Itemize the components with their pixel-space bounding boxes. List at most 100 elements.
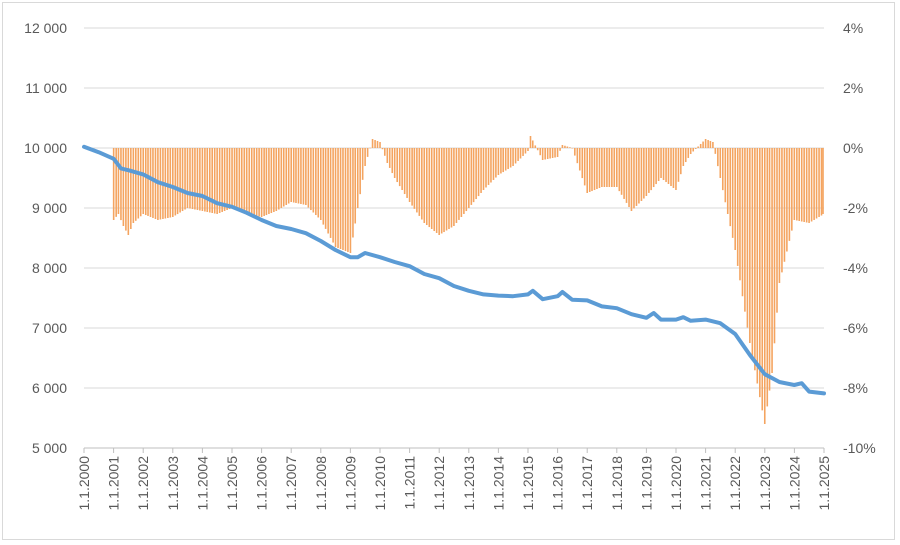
change-bar <box>578 148 581 171</box>
change-bar <box>771 148 773 373</box>
change-bar <box>332 148 334 243</box>
change-bar <box>295 148 297 203</box>
change-bar <box>480 148 482 193</box>
change-bar <box>440 148 443 234</box>
change-bar <box>490 148 492 183</box>
change-bar <box>144 148 147 216</box>
change-bar <box>430 148 433 229</box>
change-bar <box>596 148 598 190</box>
change-bar <box>687 148 690 158</box>
change-bar <box>739 148 741 281</box>
change-bar <box>324 148 327 229</box>
change-bar <box>652 148 655 188</box>
change-bar <box>662 148 665 181</box>
right-axis-tick-label: 2% <box>843 80 863 96</box>
change-bar <box>786 148 788 252</box>
x-axis-tick-label: 1.1.2023 <box>757 456 773 511</box>
change-bar <box>746 148 749 328</box>
change-bar <box>719 148 722 178</box>
change-bar <box>608 148 611 187</box>
change-bar <box>684 148 687 163</box>
change-bar <box>773 148 776 344</box>
change-bar <box>396 148 398 183</box>
change-bar <box>250 148 253 216</box>
change-bar <box>383 148 386 156</box>
change-bar <box>238 148 241 211</box>
change-bar <box>482 148 485 190</box>
change-bar <box>726 148 729 214</box>
x-axis-tick-label: 1.1.2008 <box>313 456 329 511</box>
bar-series <box>112 136 824 424</box>
axes: 5 000 6 000 7 000 8 000 9 000 10 000 11 000 12 … <box>24 20 876 511</box>
change-bar <box>428 148 431 228</box>
change-bar <box>211 148 213 213</box>
change-bar <box>675 148 677 190</box>
change-bar <box>648 148 650 193</box>
change-bar <box>500 148 502 174</box>
change-bar <box>445 148 448 231</box>
change-bar <box>677 148 680 182</box>
change-bar <box>388 148 391 168</box>
change-bar <box>477 148 480 197</box>
change-bar <box>268 148 270 215</box>
change-bar <box>213 148 216 214</box>
change-bar <box>744 148 746 312</box>
change-bar <box>613 148 616 187</box>
change-bar <box>255 148 258 217</box>
change-bar <box>509 148 512 168</box>
change-bar <box>504 148 507 171</box>
change-bar <box>463 148 465 214</box>
change-bar <box>485 148 487 188</box>
change-bar <box>820 148 823 216</box>
change-bar <box>364 148 366 166</box>
change-bar <box>310 148 312 211</box>
change-bar <box>800 148 803 222</box>
change-bar <box>134 148 137 221</box>
change-bar <box>640 148 643 201</box>
change-bar <box>741 148 744 297</box>
change-bar <box>322 148 325 225</box>
change-bar <box>398 148 401 187</box>
change-bar <box>778 148 781 283</box>
change-bar <box>117 148 120 214</box>
change-bar <box>260 148 263 217</box>
change-bar <box>672 148 675 188</box>
change-bar <box>507 148 509 170</box>
change-bar <box>245 148 248 214</box>
change-bar <box>191 148 194 210</box>
change-bar <box>699 143 702 148</box>
change-bar <box>660 148 662 178</box>
change-bar <box>204 148 206 212</box>
change-bar <box>665 148 667 183</box>
change-bar <box>280 148 283 208</box>
line-series <box>82 144 826 396</box>
change-bar <box>167 148 169 218</box>
right-axis-tick-label: -6% <box>843 320 868 336</box>
chart-frame <box>2 2 895 540</box>
right-axis-tick-label: 4% <box>843 20 863 36</box>
change-bar <box>189 148 191 209</box>
x-axis-tick-label: 1.1.2019 <box>638 456 654 511</box>
change-bar <box>712 142 714 148</box>
change-bar <box>492 148 495 180</box>
change-bar <box>317 148 320 218</box>
change-bar <box>729 148 732 227</box>
x-axis-tick-label: 1.1.2004 <box>194 456 210 511</box>
change-bar <box>635 148 638 206</box>
x-axis-tick-label: 1.1.2018 <box>609 456 625 511</box>
change-bar <box>502 148 504 173</box>
change-bar <box>223 148 226 211</box>
right-axis-tick-label: -4% <box>843 260 868 276</box>
change-bar <box>601 148 603 187</box>
change-bar <box>569 147 571 148</box>
change-bar <box>645 148 648 196</box>
change-bar <box>694 148 697 149</box>
change-bar <box>393 148 396 178</box>
right-axis-tick-label: 0% <box>843 140 863 156</box>
x-axis-tick-label: 1.1.2017 <box>579 456 595 511</box>
change-bar <box>371 139 374 148</box>
change-bar <box>265 148 268 216</box>
change-bar <box>453 148 455 226</box>
change-bar <box>130 148 132 229</box>
change-bar <box>425 148 428 226</box>
